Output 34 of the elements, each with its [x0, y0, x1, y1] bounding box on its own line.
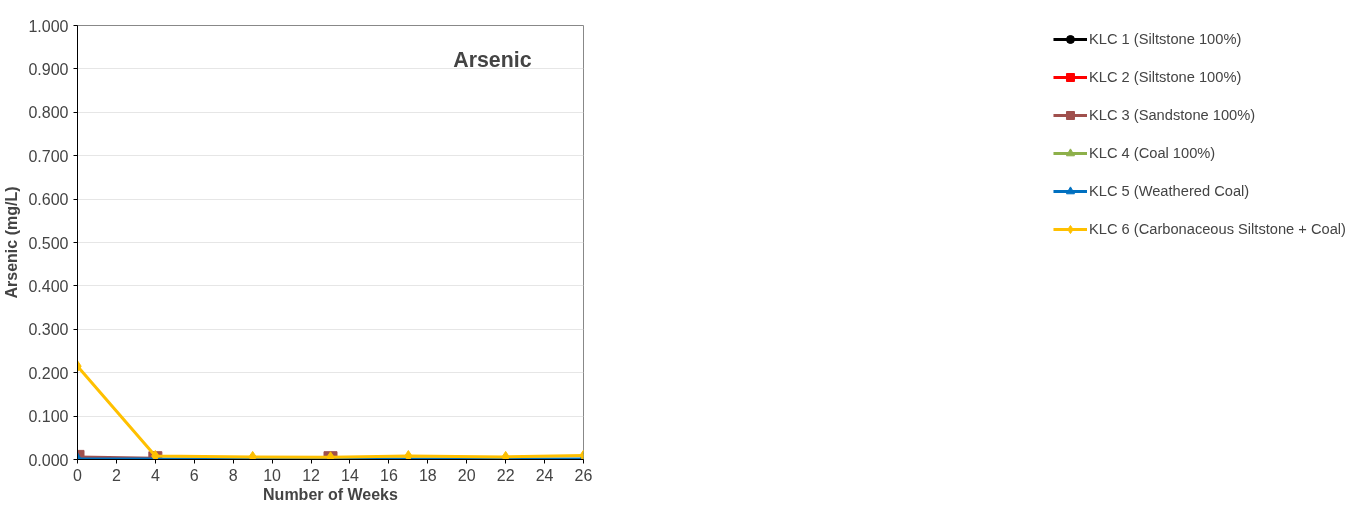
x-tick-label: 14: [341, 466, 359, 484]
x-tick-label: 0: [73, 466, 83, 484]
x-tick-label: 22: [496, 466, 515, 484]
y-tick-label: 0.800: [28, 104, 69, 122]
x-tick-label: 20: [457, 466, 476, 484]
x-tick-label: 4: [150, 466, 160, 484]
y-tick-label: 0.000: [28, 451, 69, 469]
legend-label: KLC 6 (Carbonaceous Siltstone + Coal): [1088, 221, 1346, 237]
x-tick-label: 8: [228, 466, 238, 484]
y-axis-title: Arsenic (mg/L): [3, 186, 21, 299]
y-tick-label: 0.600: [28, 191, 69, 209]
y-tick-label: 0.200: [28, 364, 69, 382]
legend-label: KLC 1 (Siltstone 100%): [1088, 31, 1242, 47]
legend-label: KLC 4 (Coal 100%): [1088, 145, 1216, 161]
y-tick-label: 0.100: [28, 408, 69, 426]
x-tick-label: 18: [418, 466, 437, 484]
y-tick-label: 0.300: [28, 321, 69, 339]
y-tick-label: 0.700: [28, 147, 69, 165]
x-axis-title: Number of Weeks: [263, 485, 399, 503]
x-tick-label: 12: [302, 466, 321, 484]
y-tick-label: 0.900: [28, 60, 69, 78]
text: Arsenic: [453, 48, 532, 73]
y-tick-label: 1.000: [28, 17, 69, 35]
x-tick-label: 16: [379, 466, 398, 484]
y-tick-label: 0.500: [28, 234, 69, 252]
legend-label: KLC 2 (Siltstone 100%): [1088, 69, 1242, 85]
x-tick-label: 24: [535, 466, 554, 484]
legend-label: KLC 3 (Sandstone 100%): [1088, 107, 1256, 123]
legend-label: KLC 5 (Weathered Coal): [1088, 183, 1250, 199]
x-tick-label: 6: [189, 466, 199, 484]
x-tick-label: 2: [111, 466, 121, 484]
y-tick-label: 0.400: [28, 277, 69, 295]
x-tick-label: 10: [263, 466, 282, 484]
x-tick-label: 26: [574, 466, 593, 484]
